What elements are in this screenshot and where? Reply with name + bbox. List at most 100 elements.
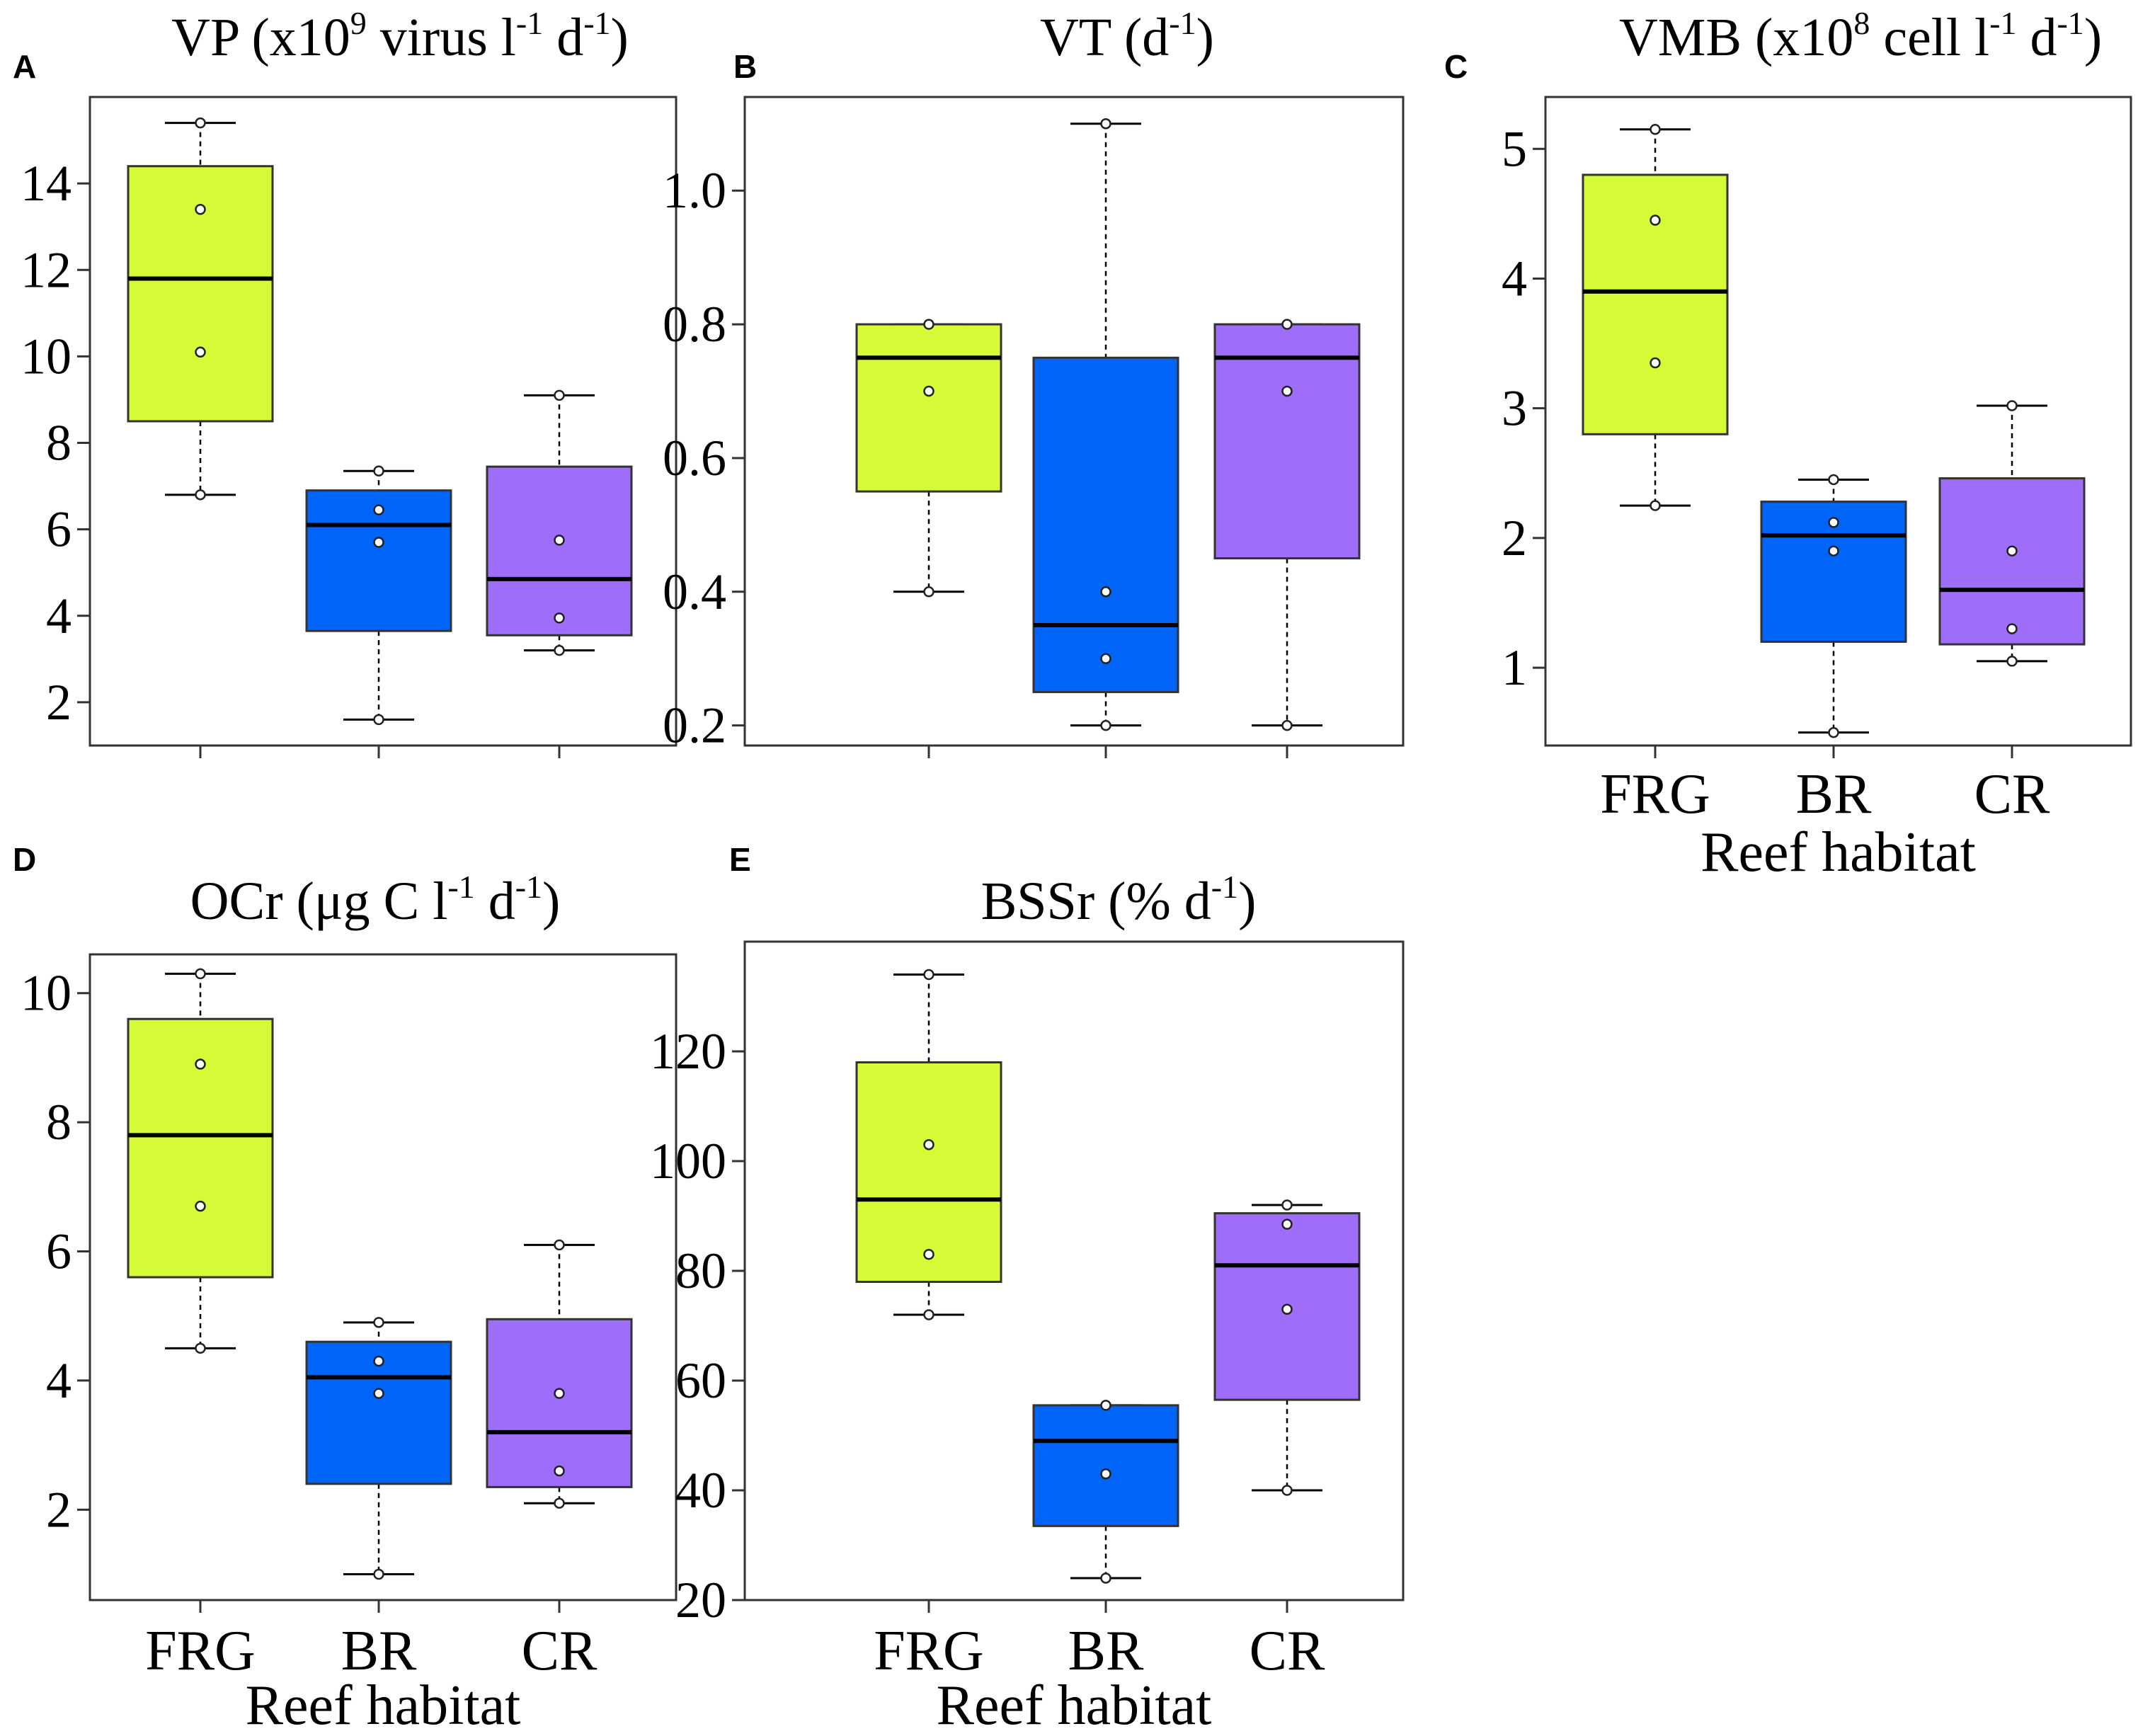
title-superscript: -1 bbox=[583, 5, 610, 41]
y-tick-label: 4 bbox=[46, 588, 72, 644]
data-point bbox=[373, 1317, 384, 1328]
panel-letter: B bbox=[733, 48, 757, 85]
data-point bbox=[1100, 719, 1111, 731]
plot-frame bbox=[1544, 96, 2132, 747]
x-axis-label: Reef habitat bbox=[246, 1674, 521, 1736]
x-axis-label: Reef habitat bbox=[1700, 821, 1976, 884]
y-tick-label: 4 bbox=[1502, 250, 1527, 307]
data-point bbox=[1100, 118, 1111, 130]
data-point bbox=[373, 1568, 384, 1580]
x-category-label: CR bbox=[522, 1620, 598, 1682]
title-text: d bbox=[543, 8, 583, 67]
data-point bbox=[373, 537, 384, 548]
data-point bbox=[1281, 1199, 1293, 1211]
box-cr: CR bbox=[1213, 1199, 1361, 1682]
y-tick-label: 80 bbox=[675, 1243, 726, 1299]
panel-letter: E bbox=[729, 841, 751, 878]
y-tick-label: 40 bbox=[675, 1462, 726, 1519]
title-text: VP (x10 bbox=[171, 8, 350, 67]
data-point bbox=[373, 504, 384, 515]
data-point bbox=[554, 644, 565, 656]
y-tick-label: 6 bbox=[46, 501, 72, 558]
y-tick-label: 6 bbox=[46, 1223, 72, 1280]
iqr-box bbox=[1938, 477, 2086, 646]
x-category-label: FRG bbox=[1600, 763, 1710, 826]
y-tick-label: 2 bbox=[46, 674, 72, 731]
y-tick-label: 3 bbox=[1502, 380, 1527, 437]
data-point bbox=[554, 612, 565, 624]
data-point bbox=[1828, 545, 1839, 556]
data-point bbox=[2006, 623, 2018, 634]
iqr-box bbox=[486, 1318, 633, 1488]
data-point bbox=[1100, 1468, 1111, 1480]
x-category-label: FRG bbox=[145, 1620, 256, 1682]
data-point bbox=[195, 968, 206, 980]
data-point bbox=[923, 385, 934, 397]
y-tick-label: 5 bbox=[1502, 120, 1527, 177]
data-point bbox=[554, 1497, 565, 1509]
y-tick-label: 60 bbox=[675, 1352, 726, 1409]
data-point bbox=[1100, 1400, 1111, 1411]
data-point bbox=[923, 1249, 934, 1260]
title-text: VT (d bbox=[1040, 8, 1169, 67]
data-point bbox=[373, 465, 384, 476]
title-superscript: 8 bbox=[1853, 5, 1870, 41]
title-text: ) bbox=[542, 872, 560, 931]
plot-frame bbox=[743, 96, 1405, 747]
data-point bbox=[195, 204, 206, 215]
iqr-box bbox=[127, 1017, 274, 1279]
data-point bbox=[2006, 656, 2018, 667]
x-category-label: BR bbox=[1796, 763, 1872, 826]
box-cr bbox=[1213, 319, 1361, 758]
iqr-box bbox=[1032, 356, 1179, 693]
x-category-label: BR bbox=[1068, 1620, 1144, 1682]
title-superscript: -1 bbox=[2057, 5, 2083, 41]
iqr-box bbox=[1032, 1404, 1179, 1527]
title-superscript: -1 bbox=[516, 5, 543, 41]
panel-letter: D bbox=[13, 841, 36, 878]
plot-frame bbox=[88, 953, 678, 1601]
y-tick-label: 100 bbox=[650, 1133, 726, 1189]
box-frg bbox=[127, 117, 274, 758]
title-text: d bbox=[2016, 8, 2057, 67]
iqr-box bbox=[855, 323, 1002, 493]
data-point bbox=[373, 714, 384, 726]
data-point bbox=[1650, 500, 1661, 511]
title-superscript: -1 bbox=[1211, 869, 1238, 905]
title-text: VMB (x10 bbox=[1619, 8, 1853, 67]
title-text: ) bbox=[611, 8, 629, 67]
y-tick-label: 10 bbox=[21, 328, 72, 384]
data-point bbox=[195, 489, 206, 501]
x-axis-label: Reef habitat bbox=[937, 1674, 1212, 1736]
data-point bbox=[554, 1465, 565, 1477]
panel-title: OCr (μg C l-1 d-1) bbox=[190, 869, 561, 931]
data-point bbox=[554, 389, 565, 401]
box-br: BR bbox=[1032, 1400, 1179, 1682]
data-point bbox=[1828, 517, 1839, 528]
data-point bbox=[373, 1388, 384, 1399]
panel-title: VMB (x108 cell l-1 d-1) bbox=[1619, 5, 2102, 67]
iqr-box bbox=[855, 1061, 1002, 1283]
y-tick-label: 0.2 bbox=[663, 697, 726, 754]
iqr-box bbox=[486, 465, 633, 636]
y-tick-label: 1.0 bbox=[663, 162, 726, 219]
data-point bbox=[923, 1139, 934, 1150]
data-point bbox=[1281, 385, 1293, 397]
box-frg bbox=[855, 319, 1002, 758]
box-frg: FRG bbox=[1582, 124, 1729, 826]
box-frg: FRG bbox=[855, 969, 1002, 1682]
title-text: ) bbox=[2084, 8, 2102, 67]
y-tick-label: 2 bbox=[46, 1481, 72, 1538]
title-text: ) bbox=[1238, 872, 1256, 931]
panel-title: VT (d-1) bbox=[1040, 5, 1214, 67]
y-tick-label: 0.6 bbox=[663, 430, 726, 486]
data-point bbox=[1281, 1485, 1293, 1496]
y-tick-label: 2 bbox=[1502, 510, 1527, 566]
data-point bbox=[923, 319, 934, 330]
data-point bbox=[554, 1239, 565, 1251]
data-point bbox=[373, 1355, 384, 1367]
title-superscript: -1 bbox=[1169, 5, 1196, 41]
panel-letter: C bbox=[1444, 48, 1468, 85]
